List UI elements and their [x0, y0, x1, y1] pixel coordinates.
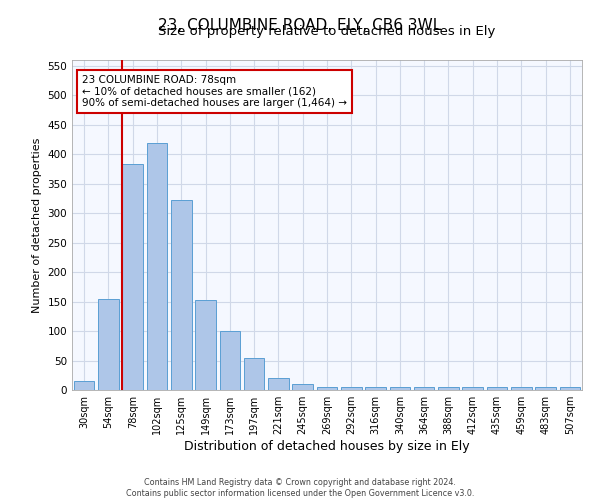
Bar	[487, 387, 508, 390]
Y-axis label: Number of detached properties: Number of detached properties	[32, 138, 42, 312]
Bar	[146, 142, 167, 390]
Bar	[244, 358, 265, 390]
Bar	[414, 387, 434, 390]
Bar	[317, 387, 337, 390]
Bar	[438, 387, 459, 390]
Bar	[365, 387, 386, 390]
Text: 23, COLUMBINE ROAD, ELY, CB6 3WL: 23, COLUMBINE ROAD, ELY, CB6 3WL	[158, 18, 442, 32]
Bar	[220, 331, 240, 390]
Text: 23 COLUMBINE ROAD: 78sqm
← 10% of detached houses are smaller (162)
90% of semi-: 23 COLUMBINE ROAD: 78sqm ← 10% of detach…	[82, 75, 347, 108]
Bar	[560, 387, 580, 390]
Bar	[98, 298, 119, 390]
Text: Contains HM Land Registry data © Crown copyright and database right 2024.
Contai: Contains HM Land Registry data © Crown c…	[126, 478, 474, 498]
X-axis label: Distribution of detached houses by size in Ely: Distribution of detached houses by size …	[184, 440, 470, 453]
Bar	[122, 164, 143, 390]
Bar	[268, 378, 289, 390]
Bar	[341, 387, 362, 390]
Bar	[74, 381, 94, 390]
Bar	[171, 200, 191, 390]
Bar	[535, 387, 556, 390]
Bar	[195, 300, 216, 390]
Title: Size of property relative to detached houses in Ely: Size of property relative to detached ho…	[158, 25, 496, 38]
Bar	[389, 387, 410, 390]
Bar	[292, 384, 313, 390]
Bar	[463, 387, 483, 390]
Bar	[511, 387, 532, 390]
